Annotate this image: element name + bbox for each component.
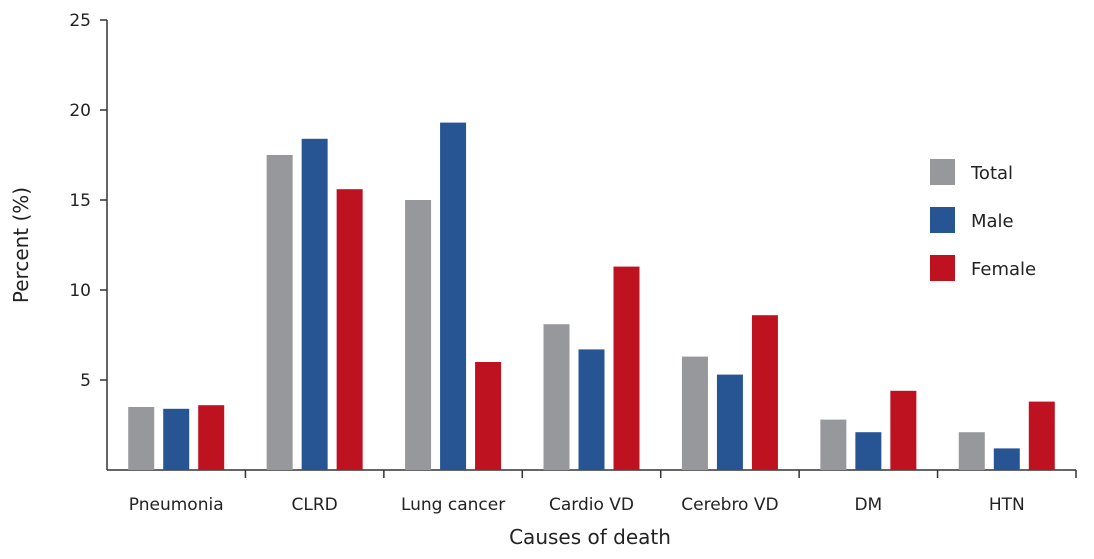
- x-tick-label: Cerebro VD: [681, 495, 778, 515]
- legend-label: Male: [971, 211, 1014, 232]
- legend-swatch: [930, 207, 955, 233]
- bar-male-clrd: [301, 138, 328, 471]
- legend-label: Total: [970, 163, 1013, 184]
- bar-total-cerebro-vd: [681, 356, 708, 470]
- bar-female-cerebro-vd: [751, 315, 778, 470]
- x-axis-title: Causes of death: [509, 525, 671, 549]
- bar-female-lung-cancer: [475, 362, 502, 470]
- y-tick-label: 25: [69, 11, 91, 31]
- bar-male-htn: [993, 448, 1020, 470]
- bar-total-clrd: [266, 155, 293, 470]
- legend-swatch: [930, 255, 955, 281]
- y-tick-label: 15: [69, 191, 91, 211]
- x-tick-label: DM: [854, 495, 882, 515]
- bar-male-cerebro-vd: [716, 374, 743, 470]
- bar-female-pneumonia: [198, 405, 225, 470]
- x-tick-label: Pneumonia: [129, 495, 224, 515]
- bar-total-lung-cancer: [405, 200, 432, 470]
- y-tick-label: 5: [80, 371, 91, 391]
- x-axis: Pneumonia CLRD Lung cancer Cardio VD Cerebro…: [107, 469, 1077, 515]
- bar-female-htn: [1028, 401, 1055, 470]
- bar-male-pneumonia: [163, 408, 190, 470]
- x-tick-label: Lung cancer: [401, 495, 505, 515]
- bar-total-cardio-vd: [543, 324, 570, 470]
- bar-total-dm: [820, 419, 847, 470]
- x-tick-label: CLRD: [292, 495, 338, 515]
- bar-total-pneumonia: [128, 407, 155, 470]
- legend: Total Male Female: [930, 159, 1036, 281]
- legend-swatch: [930, 159, 955, 185]
- y-tick-label: 20: [69, 101, 91, 121]
- y-axis: 5 10 15 20 25: [69, 11, 108, 470]
- x-tick-label: HTN: [989, 495, 1025, 515]
- bar-total-htn: [958, 432, 985, 470]
- bar-male-cardio-vd: [578, 349, 605, 470]
- legend-label: Female: [971, 259, 1036, 280]
- y-tick-label: 10: [69, 281, 91, 301]
- bar-female-clrd: [336, 189, 363, 470]
- x-tick-label: Cardio VD: [549, 495, 634, 515]
- bar-female-cardio-vd: [613, 266, 640, 470]
- bars: [128, 122, 1055, 471]
- bar-female-dm: [890, 390, 917, 470]
- bar-male-dm: [855, 432, 882, 470]
- y-axis-title: Percent (%): [9, 187, 33, 303]
- bar-male-lung-cancer: [440, 122, 467, 470]
